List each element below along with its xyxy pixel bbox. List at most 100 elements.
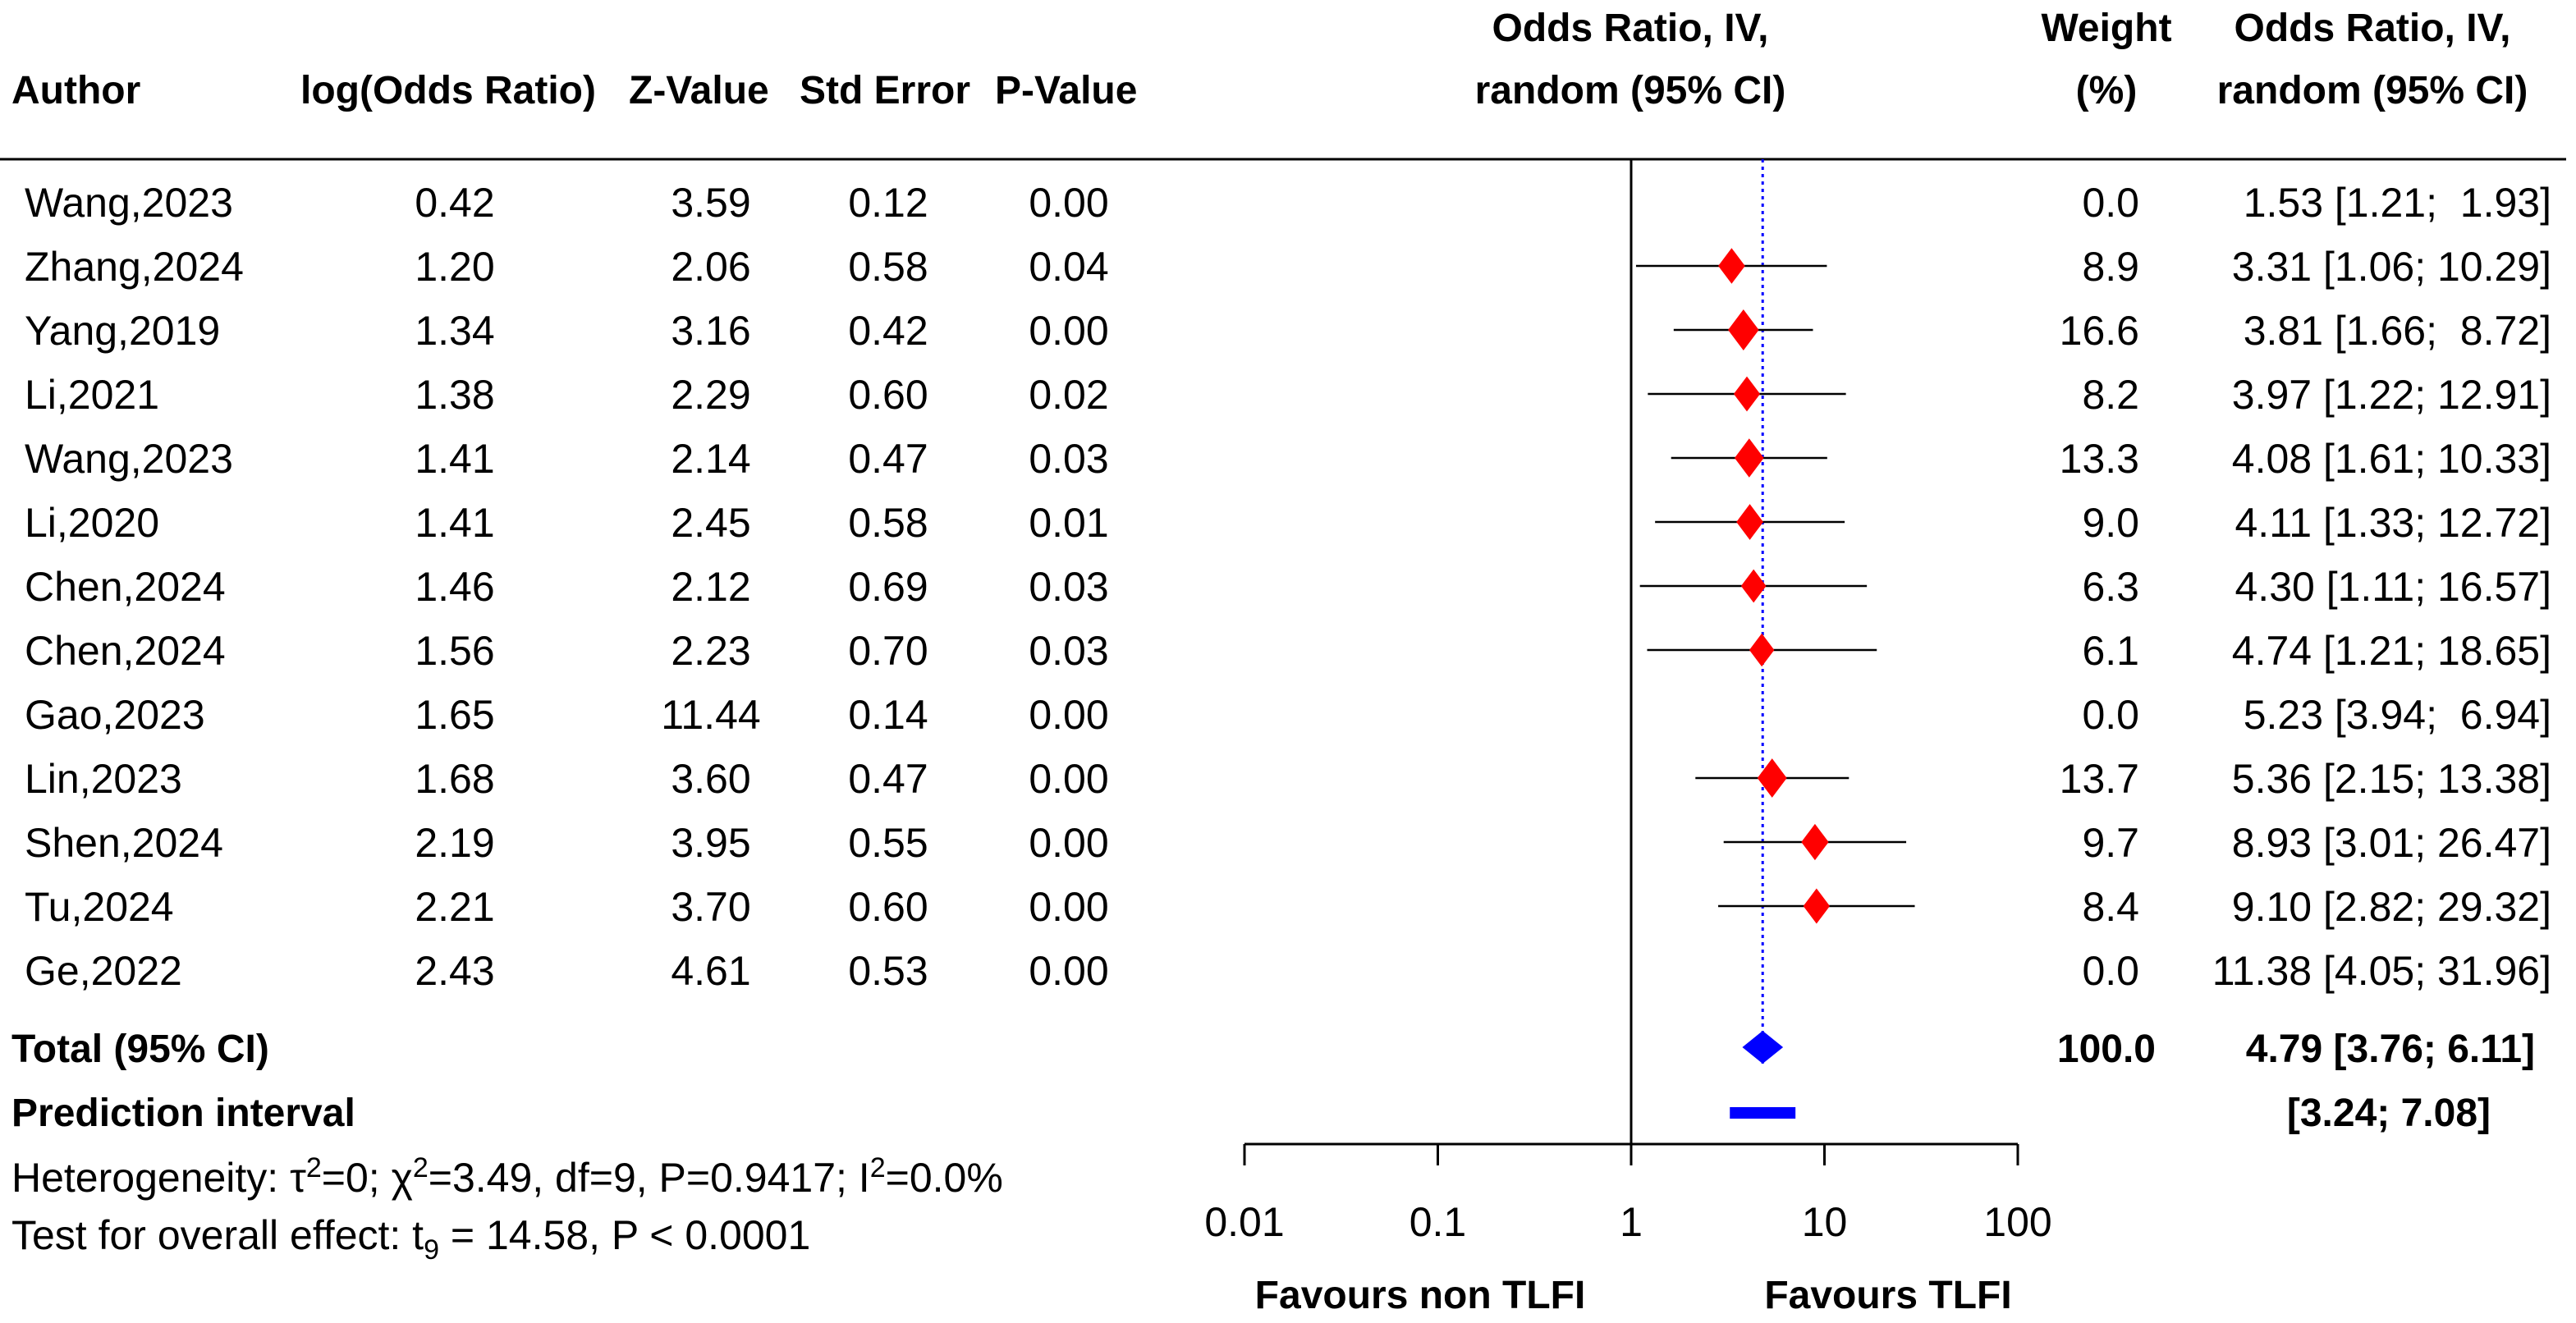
study-z-value: 3.60	[671, 756, 750, 802]
study-log-or: 1.46	[415, 564, 494, 610]
study-log-or: 2.43	[415, 948, 494, 994]
study-log-or: 2.19	[415, 820, 494, 866]
plot-column-title-line2: random (95% CI)	[1475, 69, 1786, 112]
study-z-value: 3.70	[671, 884, 750, 930]
plot-column-title-line1: Odds Ratio, IV,	[1492, 7, 1769, 50]
study-log-or: 1.56	[415, 628, 494, 674]
study-rows: Wang,2023 0.42 3.59 0.12 0.00 0.0 1.53 [1.21; …	[25, 180, 2551, 994]
study-point-estimate	[1718, 248, 1745, 284]
study-point-estimate	[1803, 888, 1831, 924]
study-p-value: 0.00	[1029, 756, 1108, 802]
study-weight: 16.6	[2060, 308, 2139, 354]
study-author: Li,2021	[25, 372, 159, 418]
study-p-value: 0.03	[1029, 628, 1108, 674]
prediction-ci: [3.24; 7.08]	[2287, 1092, 2491, 1135]
study-p-value: 0.04	[1029, 244, 1108, 290]
study-author: Yang,2019	[25, 308, 220, 354]
study-author: Li,2020	[25, 500, 159, 546]
study-weight: 8.2	[2082, 372, 2139, 418]
study-std-error: 0.58	[848, 500, 928, 546]
study-log-or: 0.42	[415, 180, 494, 226]
plot-marks	[1629, 159, 1915, 1144]
study-p-value: 0.00	[1029, 180, 1108, 226]
z-value-column-header: Z-Value	[629, 69, 769, 112]
study-author: Lin,2023	[25, 756, 182, 802]
study-author: Wang,2023	[25, 436, 233, 482]
study-p-value: 0.00	[1029, 308, 1108, 354]
study-ci: 4.74 [1.21; 18.65]	[2232, 628, 2551, 674]
study-point-estimate	[1740, 569, 1767, 603]
study-ci: 1.53 [1.21; 1.93]	[2244, 180, 2551, 226]
study-ci: 4.30 [1.11; 16.57]	[2235, 564, 2552, 610]
study-p-value: 0.03	[1029, 436, 1108, 482]
ci-column-header-line1: Odds Ratio, IV,	[2235, 7, 2511, 50]
study-point-estimate	[1801, 823, 1829, 861]
study-weight: 0.0	[2082, 948, 2139, 994]
study-std-error: 0.47	[848, 436, 928, 482]
study-log-or: 1.68	[415, 756, 494, 802]
study-weight: 6.1	[2082, 628, 2139, 674]
study-z-value: 2.06	[671, 244, 750, 290]
study-ci: 8.93 [3.01; 26.47]	[2232, 820, 2551, 866]
study-log-or: 1.65	[415, 692, 494, 738]
study-weight: 9.0	[2082, 500, 2139, 546]
study-std-error: 0.58	[848, 244, 928, 290]
x-axis-tick-label: 100	[1983, 1199, 2051, 1245]
study-author: Tu,2024	[25, 884, 174, 930]
study-std-error: 0.69	[848, 564, 928, 610]
prediction-interval-bar	[1730, 1107, 1796, 1119]
study-std-error: 0.70	[848, 628, 928, 674]
heterogeneity-stats: Heterogeneity: τ2=0; χ2=3.49, df=9, P=0.…	[11, 1152, 1003, 1201]
study-p-value: 0.00	[1029, 692, 1108, 738]
study-log-or: 1.34	[415, 308, 494, 354]
study-std-error: 0.60	[848, 884, 928, 930]
study-p-value: 0.03	[1029, 564, 1108, 610]
study-point-estimate	[1735, 438, 1764, 478]
author-column-header: Author	[11, 69, 140, 112]
x-axis-tick-label: 0.01	[1204, 1199, 1284, 1245]
study-ci: 9.10 [2.82; 29.32]	[2232, 884, 2551, 930]
weight-column-header-line2: (%)	[2076, 69, 2138, 112]
study-author: Chen,2024	[25, 628, 226, 674]
study-ci: 11.38 [4.05; 31.96]	[2212, 948, 2551, 994]
x-axis-tick-label: 1	[1620, 1199, 1643, 1245]
study-p-value: 0.02	[1029, 372, 1108, 418]
p-value-column-header: P-Value	[995, 69, 1137, 112]
study-point-estimate	[1736, 504, 1763, 540]
study-p-value: 0.00	[1029, 948, 1108, 994]
study-weight: 13.3	[2060, 436, 2139, 482]
study-std-error: 0.60	[848, 372, 928, 418]
study-ci: 3.81 [1.66; 8.72]	[2244, 308, 2551, 354]
std-error-column-header: Std Error	[800, 69, 970, 112]
study-author: Gao,2023	[25, 692, 205, 738]
study-z-value: 2.14	[671, 436, 750, 482]
pooled-diamond	[1742, 1031, 1784, 1064]
study-z-value: 2.45	[671, 500, 750, 546]
study-log-or: 1.38	[415, 372, 494, 418]
study-p-value: 0.00	[1029, 884, 1108, 930]
study-author: Zhang,2024	[25, 244, 244, 290]
study-author: Shen,2024	[25, 820, 223, 866]
x-axis-tick-label: 0.1	[1409, 1199, 1467, 1245]
study-std-error: 0.12	[848, 180, 928, 226]
study-z-value: 2.29	[671, 372, 750, 418]
study-point-estimate	[1757, 758, 1787, 798]
study-log-or: 1.20	[415, 244, 494, 290]
overall-effect-test: Test for overall effect: t9 = 14.58, P <…	[11, 1212, 810, 1266]
study-z-value: 2.12	[671, 564, 750, 610]
study-author: Ge,2022	[25, 948, 182, 994]
favours-non-tlfi-label: Favours non TLFI	[1255, 1274, 1586, 1317]
favours-tlfi-label: Favours TLFI	[1764, 1274, 2011, 1317]
total-weight: 100.0	[2057, 1028, 2156, 1071]
study-z-value: 3.95	[671, 820, 750, 866]
study-ci: 3.97 [1.22; 12.91]	[2232, 372, 2551, 418]
study-weight: 6.3	[2082, 564, 2139, 610]
study-weight: 13.7	[2060, 756, 2139, 802]
study-ci: 4.08 [1.61; 10.33]	[2232, 436, 2551, 482]
study-log-or: 2.21	[415, 884, 494, 930]
weight-column-header-line1: Weight	[2041, 7, 2171, 50]
study-z-value: 11.44	[661, 692, 760, 738]
study-log-or: 1.41	[415, 500, 494, 546]
study-std-error: 0.42	[848, 308, 928, 354]
